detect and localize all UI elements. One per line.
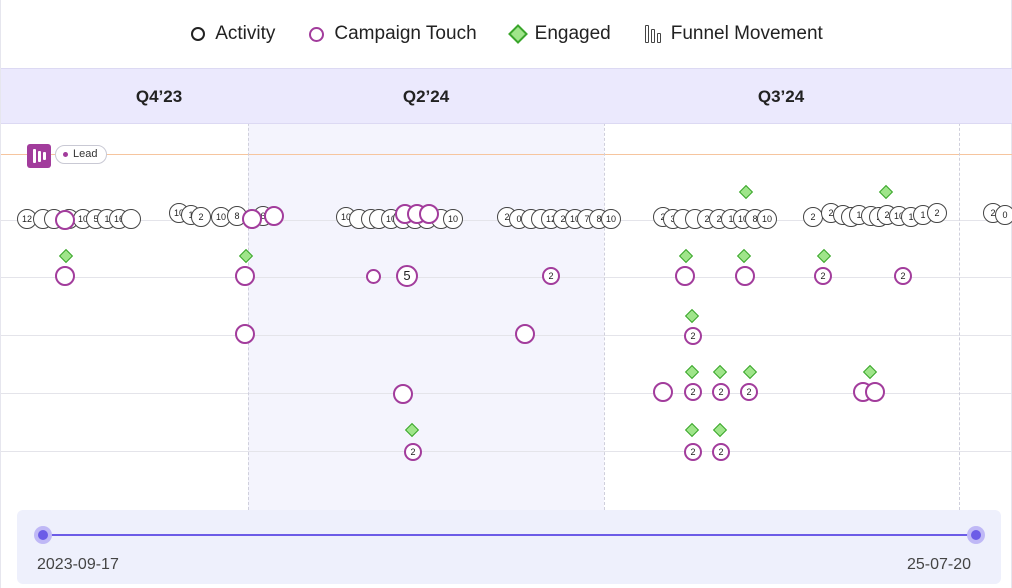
engaged-marker[interactable]	[816, 248, 832, 264]
row-line	[1, 277, 1012, 278]
range-end-handle[interactable]	[967, 526, 985, 544]
campaign-touch-marker[interactable]: 2	[684, 383, 702, 401]
campaign-touch-marker[interactable]	[55, 210, 75, 230]
campaign-touch-marker[interactable]: 2	[542, 267, 560, 285]
legend-funnel-movement[interactable]: Funnel Movement	[644, 23, 823, 45]
campaign-touch-marker[interactable]	[55, 266, 75, 286]
range-start-handle[interactable]	[34, 526, 52, 544]
campaign-touch-marker[interactable]	[242, 209, 262, 229]
activity-marker[interactable]	[121, 209, 141, 229]
row-line	[1, 393, 1012, 394]
legend-campaign-touch[interactable]: Campaign Touch	[309, 23, 477, 45]
campaign-touch-marker[interactable]	[675, 266, 695, 286]
legend: Activity Campaign Touch Engaged Funnel M…	[1, 0, 1012, 68]
legend-engaged-label: Engaged	[534, 23, 611, 44]
engaged-marker[interactable]	[712, 364, 728, 380]
campaign-touch-marker[interactable]: 2	[740, 383, 758, 401]
campaign-touch-marker[interactable]	[515, 324, 535, 344]
campaign-touch-marker[interactable]	[393, 384, 413, 404]
campaign-touch-marker[interactable]: 2	[814, 267, 832, 285]
lead-stage-badge: Lead	[55, 145, 108, 164]
legend-funnel-movement-label: Funnel Movement	[670, 23, 823, 44]
engaged-marker[interactable]	[878, 184, 894, 200]
funnel-movement-icon	[644, 25, 661, 43]
campaign-touch-marker[interactable]	[735, 266, 755, 286]
campaign-touch-marker[interactable]	[235, 266, 255, 286]
legend-activity-label: Activity	[215, 23, 276, 44]
activity-marker[interactable]: 10	[601, 209, 621, 229]
quarter-divider	[604, 124, 605, 510]
campaign-touch-marker[interactable]	[264, 206, 284, 226]
quarter-divider	[959, 124, 960, 510]
engaged-marker[interactable]	[58, 248, 74, 264]
engaged-marker[interactable]	[684, 364, 700, 380]
engaged-marker[interactable]	[738, 184, 754, 200]
activity-marker[interactable]: 10	[443, 209, 463, 229]
campaign-touch-marker[interactable]: 2	[894, 267, 912, 285]
activity-icon	[191, 27, 206, 41]
legend-engaged[interactable]: Engaged	[507, 23, 611, 45]
quarter-label: Q4’23	[135, 87, 183, 106]
engaged-marker[interactable]	[712, 422, 728, 438]
engaged-marker[interactable]	[742, 364, 758, 380]
campaign-touch-marker[interactable]	[865, 382, 885, 402]
engaged-marker[interactable]	[684, 308, 700, 324]
campaign-touch-marker[interactable]: 5	[396, 265, 418, 287]
campaign-touch-marker[interactable]	[419, 204, 439, 224]
row-line	[1, 451, 1012, 452]
quarter-highlight	[248, 124, 604, 510]
timeline-plot: Lead 12210511610121086101010201221078102…	[1, 124, 1012, 510]
campaign-touch-marker[interactable]: 2	[712, 383, 730, 401]
activity-marker[interactable]: 12	[17, 209, 37, 229]
campaign-touch-marker[interactable]	[365, 268, 381, 284]
campaign-touch-marker[interactable]: 2	[404, 443, 422, 461]
quarter-header: Q4’23 Q2’24 Q3’24	[1, 68, 1012, 124]
activity-marker[interactable]: 0	[995, 205, 1012, 225]
engaged-marker[interactable]	[736, 248, 752, 264]
campaign-touch-marker[interactable]: 2	[712, 443, 730, 461]
campaign-touch-marker[interactable]	[653, 382, 673, 402]
activity-marker[interactable]: 2	[803, 207, 823, 227]
range-end-date: 25-07-20	[906, 556, 971, 573]
date-range-scrubber: 2023-09-17 25-07-20	[17, 510, 1001, 584]
row-line	[1, 335, 1012, 336]
legend-activity[interactable]: Activity	[191, 23, 275, 45]
funnel-movement-marker[interactable]	[27, 144, 51, 168]
engaged-diamond-icon	[507, 24, 528, 44]
engaged-marker[interactable]	[684, 422, 700, 438]
activity-marker[interactable]: 2	[927, 203, 947, 223]
activity-marker[interactable]: 10	[757, 209, 777, 229]
quarter-label: Q2’24	[402, 87, 450, 106]
range-track[interactable]	[43, 534, 976, 536]
range-start-date: 2023-09-17	[37, 556, 119, 573]
quarter-label: Q3’24	[757, 87, 805, 106]
engaged-marker[interactable]	[678, 248, 694, 264]
quarter-divider	[248, 124, 249, 510]
legend-campaign-touch-label: Campaign Touch	[334, 23, 477, 44]
campaign-touch-marker[interactable]: 2	[684, 327, 702, 345]
campaign-touch-marker[interactable]: 2	[684, 443, 702, 461]
lead-stage-line	[1, 154, 1012, 155]
campaign-touch-icon	[309, 26, 325, 42]
campaign-touch-marker[interactable]	[235, 324, 255, 344]
activity-marker[interactable]: 2	[191, 207, 211, 227]
engaged-marker[interactable]	[862, 364, 878, 380]
